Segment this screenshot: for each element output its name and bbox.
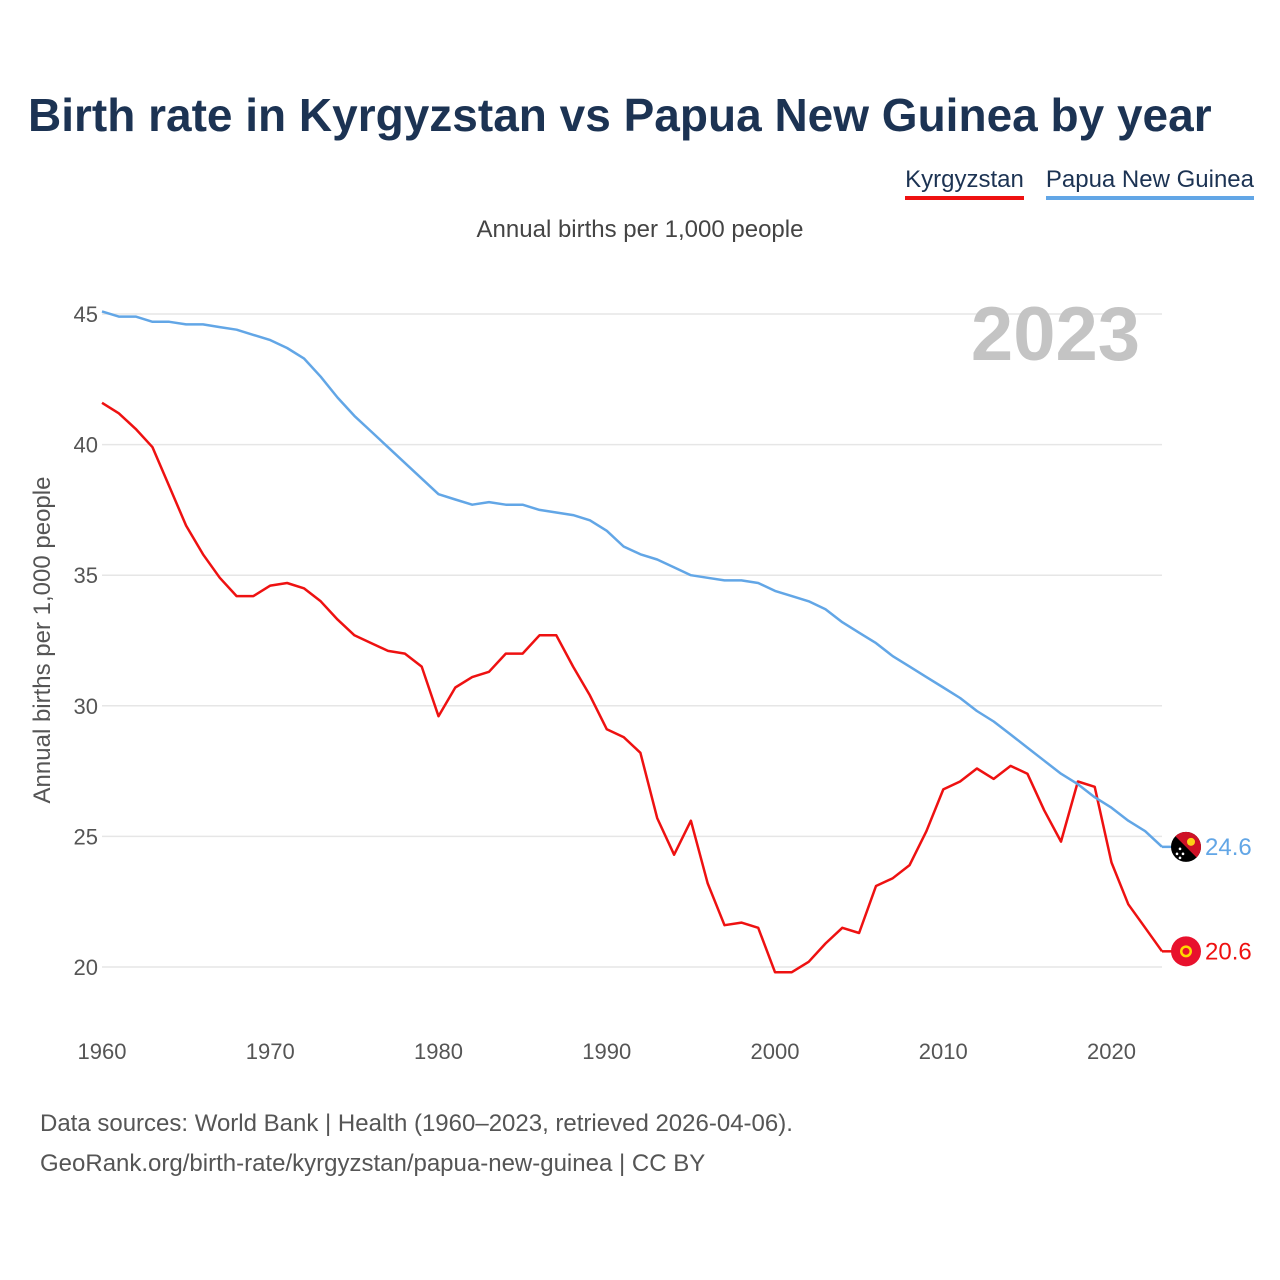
- y-tick-label-20: 20: [74, 955, 98, 980]
- end-markers: 20.6 24.6: [1162, 831, 1252, 967]
- y-tick-label-45: 45: [74, 302, 98, 327]
- x-tick-label-1980: 1980: [414, 1039, 463, 1064]
- end-value-label-kyrgyzstan: 20.6: [1205, 938, 1252, 965]
- x-tick-label-2020: 2020: [1087, 1039, 1136, 1064]
- y-tick-label-35: 35: [74, 563, 98, 588]
- y-tick-label-40: 40: [74, 433, 98, 458]
- y-tick-label-30: 30: [74, 694, 98, 719]
- series-line-papua-new-guinea[interactable]: [101, 310, 1163, 848]
- footer-link[interactable]: GeoRank.org/birth-rate/kyrgyzstan/papua-…: [40, 1150, 706, 1177]
- chart-title: Birth rate in Kyrgyzstan vs Papua New Gu…: [28, 89, 1212, 141]
- y-axis-label: Annual births per 1,000 people: [29, 477, 56, 804]
- x-tick-label-1990: 1990: [582, 1039, 631, 1064]
- footer-sources: Data sources: World Bank | Health (1960–…: [40, 1110, 793, 1137]
- x-axis-ticks: 1960 1970 1980 1990 2000 2010 2020: [78, 1039, 1136, 1064]
- current-year-label: 2023: [971, 292, 1140, 377]
- legend-item-kyrgyzstan[interactable]: Kyrgyzstan: [905, 166, 1024, 200]
- legend: Kyrgyzstan Papua New Guinea: [905, 166, 1254, 200]
- chart-subtitle: Annual births per 1,000 people: [476, 216, 804, 243]
- series-lines: [101, 310, 1164, 974]
- flag-kyrgyzstan-icon: [1171, 936, 1201, 967]
- x-tick-label-2000: 2000: [751, 1039, 800, 1064]
- grid-lines: [102, 313, 1162, 968]
- end-value-label-papua-new-guinea: 24.6: [1205, 834, 1252, 861]
- x-tick-label-1960: 1960: [78, 1039, 127, 1064]
- x-tick-label-1970: 1970: [246, 1039, 295, 1064]
- flag-papua-new-guinea-icon: [1171, 831, 1201, 862]
- legend-item-papua-new-guinea[interactable]: Papua New Guinea: [1045, 166, 1254, 200]
- series-line-kyrgyzstan[interactable]: [101, 401, 1164, 974]
- y-axis-ticks: 45 40 35 30 25 20: [74, 302, 98, 980]
- footer: Data sources: World Bank | Health (1960–…: [40, 1104, 793, 1184]
- y-tick-label-25: 25: [74, 824, 98, 849]
- x-tick-label-2010: 2010: [919, 1039, 968, 1064]
